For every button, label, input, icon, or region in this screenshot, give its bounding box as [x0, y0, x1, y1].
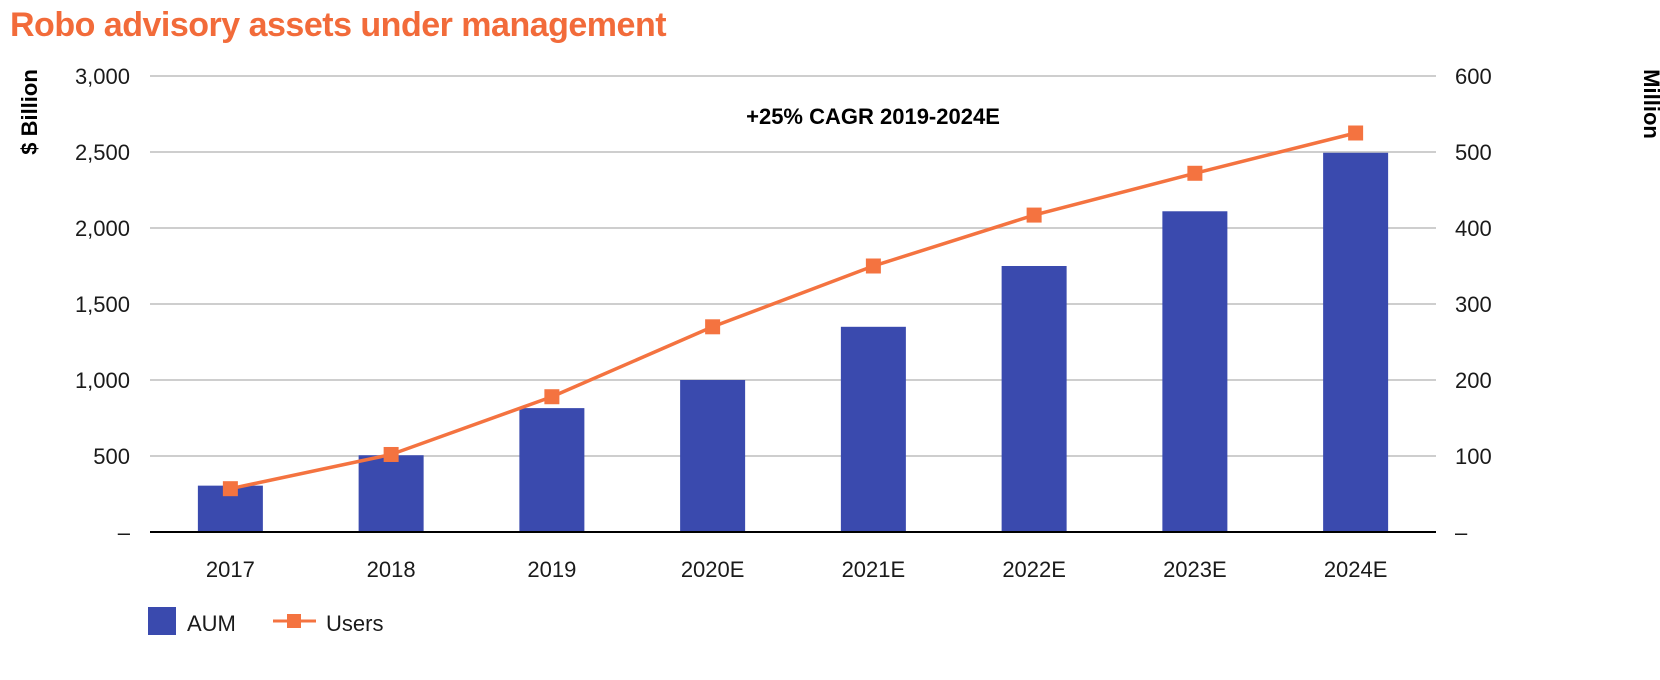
y-tick-label-left: 3,000	[75, 64, 130, 89]
y-tick-label-right: 600	[1455, 64, 1492, 89]
users-series-line	[230, 131, 1357, 491]
users-point	[544, 389, 560, 405]
y-tick-label-left: 2,500	[75, 140, 130, 165]
y-tick-label-left: 1,000	[75, 368, 130, 393]
x-tick-label: 2023E	[1163, 557, 1227, 582]
legend-aum-label: AUM	[187, 611, 236, 636]
y-tick-label-right: 500	[1455, 140, 1492, 165]
y-tick-label-left: 500	[93, 444, 130, 469]
y-tick-label-right: 300	[1455, 292, 1492, 317]
y-tick-label-right: –	[1455, 520, 1468, 545]
aum-bar	[840, 326, 906, 532]
y-tick-label-left: 2,000	[75, 216, 130, 241]
x-tick-label: 2018	[367, 557, 416, 582]
y-tick-label-right: 400	[1455, 216, 1492, 241]
chart-title: Robo advisory assets under management	[10, 6, 667, 44]
y-tick-label-left: 1,500	[75, 292, 130, 317]
users-point	[865, 258, 881, 274]
axes: – – 500 100 1,000 200 1,500 300 2,000 400 2,500 500…	[75, 64, 1492, 582]
x-tick-label: 2019	[527, 557, 576, 582]
aum-bar	[1323, 152, 1389, 532]
users-point	[705, 319, 721, 335]
aum-bar	[1162, 211, 1228, 532]
aum-bar	[680, 380, 746, 532]
users-point	[383, 446, 399, 462]
users-line	[222, 125, 1364, 497]
x-tick-label: 2020E	[681, 557, 745, 582]
users-point	[1348, 125, 1364, 141]
grid-lines	[150, 75, 1436, 457]
x-tick-label: 2022E	[1002, 557, 1066, 582]
users-point	[1187, 165, 1203, 181]
users-point	[222, 481, 238, 497]
x-tick-label: 2017	[206, 557, 255, 582]
legend-users-label: Users	[326, 611, 383, 636]
aum-bars	[197, 152, 1389, 532]
legend: AUM Users	[148, 607, 383, 636]
y-tick-label-right: 100	[1455, 444, 1492, 469]
legend-users-marker	[287, 614, 301, 628]
aum-bar	[519, 408, 585, 532]
cagr-annotation: +25% CAGR 2019-2024E	[746, 104, 1000, 129]
aum-bar	[358, 455, 424, 532]
y-axis-title-left: $ Billion	[17, 69, 42, 155]
users-point	[1026, 207, 1042, 223]
y-axis-title-right: Million	[1639, 69, 1660, 139]
y-tick-label-left: –	[118, 520, 131, 545]
x-tick-label: 2021E	[842, 557, 906, 582]
y-tick-label-right: 200	[1455, 368, 1492, 393]
legend-aum-swatch	[148, 607, 176, 635]
x-tick-label: 2024E	[1324, 557, 1388, 582]
aum-bar	[1001, 266, 1067, 532]
